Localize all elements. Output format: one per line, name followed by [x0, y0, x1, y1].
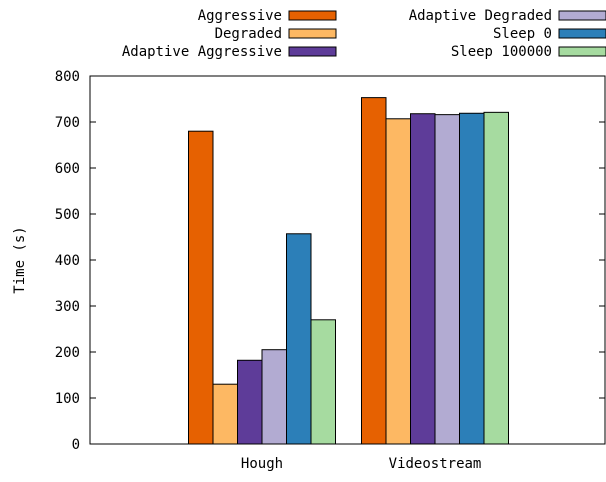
legend-label: Sleep 100000	[451, 44, 552, 60]
legend-label: Degraded	[215, 26, 282, 42]
y-tick-label: 100	[55, 391, 80, 407]
bar-sleep-0-videostream	[459, 112, 485, 445]
bar-sleep-0-hough	[286, 233, 312, 445]
y-tick-label: 300	[55, 299, 80, 315]
bar-aggressive-videostream	[361, 97, 387, 445]
y-tick-label: 700	[55, 115, 80, 131]
bar-adaptive-degraded-hough	[261, 349, 287, 445]
legend-swatch	[288, 28, 337, 39]
legend-label: Aggressive	[198, 8, 282, 24]
legend-swatch	[558, 46, 606, 57]
y-tick-label: 0	[72, 437, 80, 453]
x-axis-categories: Hough Videostream	[241, 456, 481, 472]
legend: Aggressive Degraded Adaptive Aggressive Ada…	[122, 8, 606, 60]
x-category-label: Hough	[241, 456, 283, 472]
y-tick-label: 600	[55, 161, 80, 177]
bars	[188, 97, 509, 445]
y-tick-label: 800	[55, 69, 80, 85]
legend-swatch	[288, 10, 337, 21]
legend-swatch	[558, 28, 606, 39]
legend-swatch	[288, 46, 337, 57]
y-axis-ticks: 0 100 200 300 400 500 600 700 800	[55, 69, 605, 453]
bar-aggressive-hough	[188, 130, 214, 445]
bar-sleep-100000-videostream	[483, 111, 509, 445]
plot-frame	[89, 75, 606, 445]
legend-label: Adaptive Degraded	[409, 8, 552, 24]
y-axis-label: Time (s)	[12, 226, 28, 293]
bar-degraded-videostream	[385, 118, 411, 445]
bar-sleep-100000-hough	[310, 319, 336, 445]
bar-adaptive-degraded-videostream	[434, 114, 460, 445]
bar-degraded-hough	[212, 383, 238, 445]
bar-adaptive-aggressive-hough	[237, 359, 263, 445]
y-tick-label: 500	[55, 207, 80, 223]
x-category-label: Videostream	[389, 456, 482, 472]
legend-label: Sleep 0	[493, 26, 552, 42]
legend-swatch	[558, 10, 606, 21]
y-tick-label: 400	[55, 253, 80, 269]
legend-label: Adaptive Aggressive	[122, 44, 282, 60]
bar-adaptive-aggressive-videostream	[410, 113, 436, 445]
y-tick-label: 200	[55, 345, 80, 361]
